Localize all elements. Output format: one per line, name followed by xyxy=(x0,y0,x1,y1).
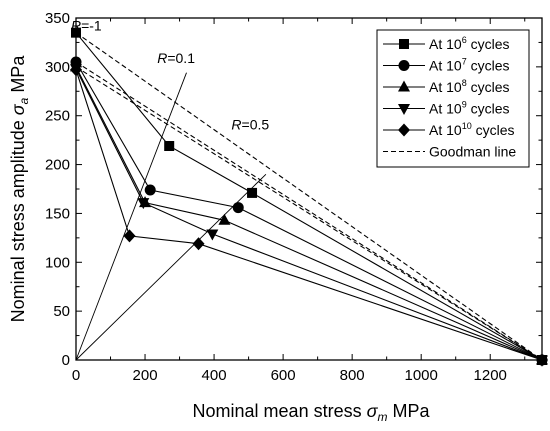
series-1-point-1 xyxy=(144,184,156,196)
r-label-0-symbol: R xyxy=(71,18,81,34)
goodman-line-0 xyxy=(75,32,543,361)
legend-label-2-suffix: cycles xyxy=(467,79,510,95)
y-tick-label: 250 xyxy=(45,108,70,125)
r-label-1-symbol: R xyxy=(157,50,167,66)
legend-label-0: At 106 cycles xyxy=(429,35,510,52)
x-tick-label: 0 xyxy=(72,367,80,384)
legend-label-0-prefix: At 10 xyxy=(429,36,462,52)
legend-label-2: At 108 cycles xyxy=(429,78,510,95)
y-axis-label-main: Nominal stress amplitude xyxy=(8,115,28,322)
legend-label-1-prefix: At 10 xyxy=(429,58,462,74)
series-0-point-1 xyxy=(164,141,175,152)
series-line-3 xyxy=(75,68,543,361)
y-tick-label: 350 xyxy=(45,10,70,27)
r-label-0: R=-1 xyxy=(71,18,102,34)
series-line-1 xyxy=(75,61,543,361)
legend-marker-4 xyxy=(398,123,410,137)
r-label-1-value: =0.1 xyxy=(167,50,195,66)
legend-marker-1 xyxy=(398,60,410,71)
x-axis-label-subscript: m xyxy=(377,410,387,424)
y-axis-label-subscript: a xyxy=(17,97,31,104)
legend-label-3-suffix: cycles xyxy=(467,101,510,117)
legend-label-4-suffix: cycles xyxy=(472,122,515,138)
legend-label-2-prefix: At 10 xyxy=(429,79,462,95)
r-label-2-value: =0.5 xyxy=(242,116,270,132)
y-axis-label: Nominal stress amplitude σa MPa xyxy=(8,55,31,323)
series-0-point-2 xyxy=(247,187,258,198)
legend-label-goodman: Goodman line xyxy=(429,144,516,160)
legend-label-1-exponent: 7 xyxy=(462,57,467,67)
goodman-line-2 xyxy=(75,66,543,361)
y-tick-label: 300 xyxy=(45,59,70,76)
legend-label-2-exponent: 8 xyxy=(462,78,467,88)
goodman-line-1 xyxy=(75,61,543,361)
series-line-4 xyxy=(75,69,543,361)
y-axis-label-unit: MPa xyxy=(8,55,28,98)
legend-label-1: At 107 cycles xyxy=(429,57,510,74)
series-lines xyxy=(75,32,543,361)
r-label-1: R=0.1 xyxy=(157,50,195,66)
x-axis-label: Nominal mean stress σm MPa xyxy=(193,401,431,424)
x-tick-label: 200 xyxy=(133,367,158,384)
y-tick-label: 0 xyxy=(62,352,70,369)
x-axis-label-symbol: σ xyxy=(367,401,379,421)
x-tick-label: 1200 xyxy=(474,367,507,384)
r-lines xyxy=(75,22,267,361)
y-tick-label: 150 xyxy=(45,205,70,222)
legend-marker-0 xyxy=(399,39,409,49)
y-tick-label: 200 xyxy=(45,157,70,174)
legend-label-4-exponent: 10 xyxy=(462,121,472,131)
x-tick-label: 400 xyxy=(202,367,227,384)
legend-marker-2 xyxy=(398,80,410,92)
x-axis-label-main: Nominal mean stress xyxy=(193,401,367,421)
y-tick-label: 100 xyxy=(45,254,70,271)
legend-box xyxy=(376,29,530,168)
axis-ticks: 0 200 400 600 800 1000 1200 0 50 100 150 200 250 300 3… xyxy=(45,10,542,384)
x-axis-label-unit: MPa xyxy=(387,401,430,421)
y-tick-label: 50 xyxy=(53,303,70,320)
series-4-point-2 xyxy=(192,237,205,251)
x-tick-label: 1000 xyxy=(404,367,437,384)
series-4-point-1 xyxy=(123,229,136,243)
legend-marker-3 xyxy=(398,104,410,115)
legend-label-1-suffix: cycles xyxy=(467,58,510,74)
series-2-point-2 xyxy=(218,213,231,225)
legend-label-3: At 109 cycles xyxy=(429,100,510,117)
x-tick-label: 600 xyxy=(271,367,296,384)
series-line-0 xyxy=(75,32,543,361)
r-annotations: R=-1R=0.1R=0.5 xyxy=(71,18,269,133)
goodman-lines xyxy=(75,32,543,361)
legend-label-3-prefix: At 10 xyxy=(429,101,462,117)
series-1-point-2 xyxy=(232,202,244,214)
r-label-2: R=0.5 xyxy=(231,116,269,132)
legend-label-0-exponent: 6 xyxy=(462,35,467,45)
legend-label-0-suffix: cycles xyxy=(467,36,510,52)
series-0-point-0 xyxy=(71,27,81,38)
r-line-1 xyxy=(75,72,187,361)
legend-label-4: At 1010 cycles xyxy=(429,121,515,138)
y-axis-label-symbol: σ xyxy=(8,103,28,115)
r-label-0-value: =-1 xyxy=(81,18,102,34)
x-tick-label: 800 xyxy=(340,367,365,384)
series-line-2 xyxy=(75,66,543,361)
legend-label-4-prefix: At 10 xyxy=(429,122,462,138)
r-label-2-symbol: R xyxy=(231,116,241,132)
legend-label-3-exponent: 9 xyxy=(462,100,467,110)
series-3-point-1 xyxy=(137,198,150,210)
series-3-point-2 xyxy=(206,229,219,241)
